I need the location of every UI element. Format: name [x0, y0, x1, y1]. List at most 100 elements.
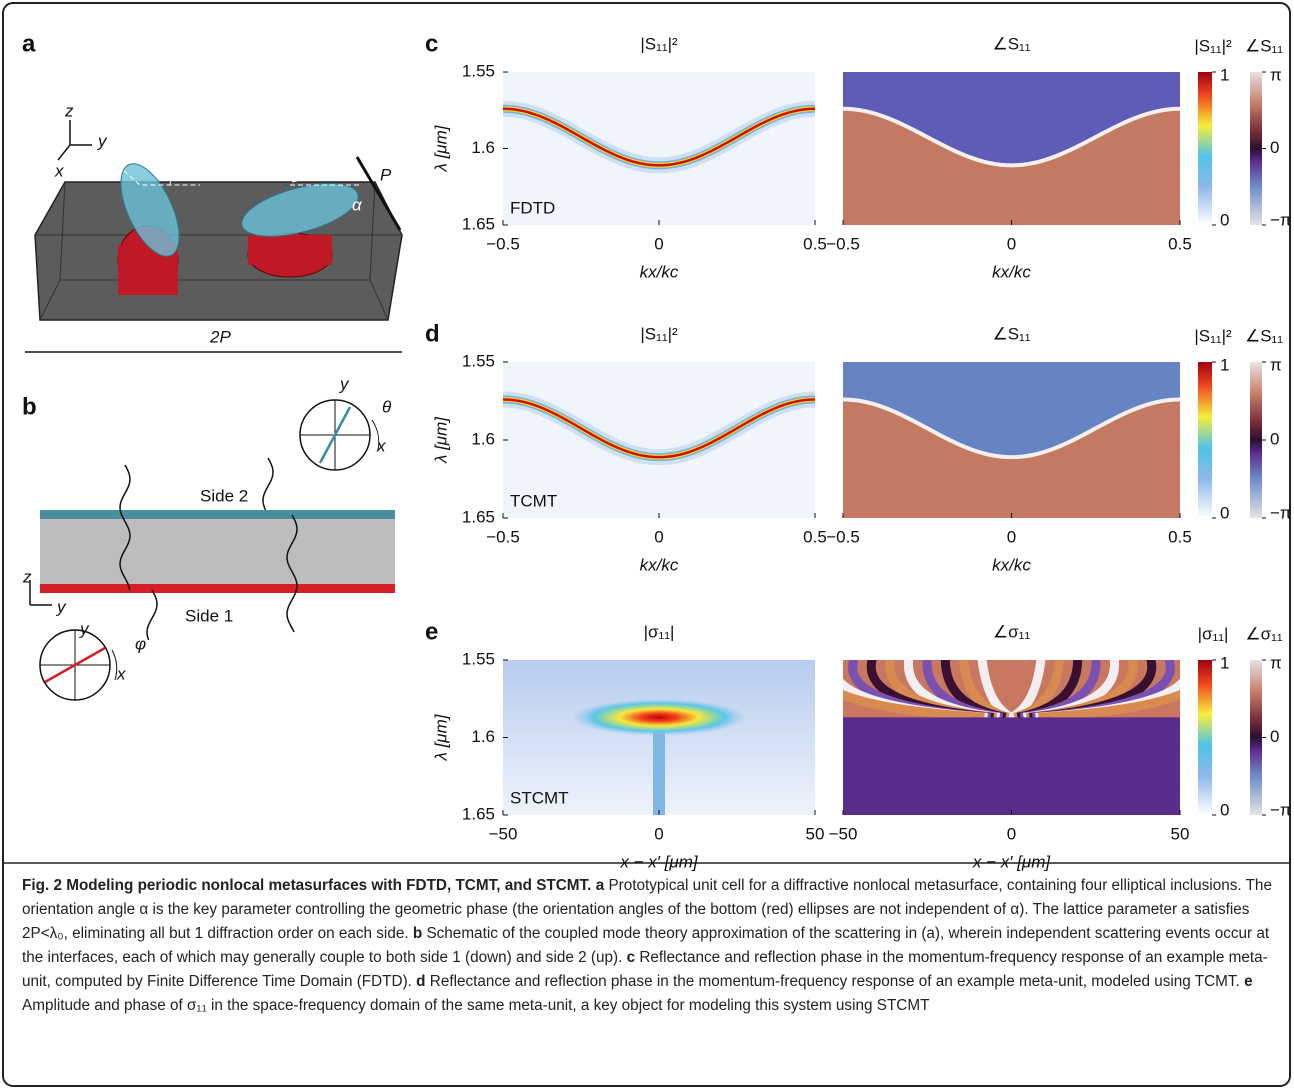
x-axis-label: x − x′ [μm]: [972, 852, 1051, 871]
slab: [40, 519, 395, 584]
axis-label: y: [339, 374, 350, 393]
axis-label: x: [376, 436, 386, 455]
wave: [146, 589, 158, 641]
colorbar-tick-label: 1: [1220, 653, 1229, 672]
axes-glyph: [57, 120, 92, 161]
x-tick-label: 0: [654, 234, 663, 253]
phase-map: [843, 660, 1180, 815]
period-arrow: [355, 156, 402, 231]
colorbar-tick-label: 0: [1270, 138, 1279, 157]
y-tick-label: 1.65: [462, 214, 495, 233]
period-label: P: [380, 165, 392, 184]
cyan-inclusion: [241, 183, 359, 237]
side-label: Side 1: [185, 606, 233, 625]
wave: [286, 514, 298, 633]
colorbar-tick-label: π: [1270, 65, 1282, 84]
subplot-title: ∠σ₁₁: [993, 622, 1030, 641]
phase-colorbar: [1250, 362, 1262, 518]
phase-colorbar: [1250, 660, 1262, 815]
x-tick-label: 0.5: [1168, 527, 1192, 546]
subplot-title: ∠S₁₁: [992, 34, 1030, 53]
colorbar-tick-label: −π: [1270, 800, 1292, 819]
x-axis-label: kx/kc: [992, 262, 1031, 281]
x-tick-label: −0.5: [486, 527, 520, 546]
angle-guide: [290, 169, 360, 186]
y-axis-label: λ [μm]: [431, 713, 450, 761]
phase-fringe: [843, 689, 985, 722]
caption-text: Prototypical unit cell for a diffractive…: [22, 877, 1272, 942]
angle-label: θ: [382, 397, 392, 416]
map-background: [503, 362, 815, 518]
y-tick-label: 1.55: [462, 649, 495, 668]
side-2-interface: [40, 510, 395, 519]
unit-cell: [25, 120, 403, 353]
x-axis-label: kx/kc: [992, 555, 1031, 574]
x-tick-label: 0.5: [803, 234, 827, 253]
angle-label: φ: [135, 634, 146, 653]
colorbar-tick-label: 0: [1220, 800, 1229, 819]
colorbar-title: ∠S₁₁: [1245, 36, 1283, 55]
cyan-inclusion: [120, 163, 180, 257]
caption-text: Schematic of the coupled mode theory app…: [22, 925, 1270, 966]
caption-panel-label: a: [595, 877, 605, 894]
x-tick-label: −50: [829, 824, 858, 843]
colorbar-title: |S₁₁|²: [1194, 326, 1232, 345]
tail: [653, 717, 665, 815]
angle-label: α: [352, 195, 363, 214]
x-tick-label: 0: [1007, 527, 1016, 546]
x-tick-label: 0: [654, 527, 663, 546]
side-1-interface: [40, 584, 395, 593]
subplot-title: |S₁₁|²: [640, 34, 678, 53]
phase-map: [843, 362, 1180, 518]
axes-glyph: [29, 580, 52, 606]
x-axis-label: kx/kc: [640, 262, 679, 281]
method-label: TCMT: [510, 491, 557, 510]
colorbar-title: ∠σ₁₁: [1245, 624, 1282, 643]
caption-panel-label: d: [416, 973, 426, 990]
colorbar-tick-label: π: [1270, 355, 1282, 374]
panel-label: b: [22, 393, 37, 420]
x-axis-label: x − x′ [μm]: [619, 852, 698, 871]
y-tick-label: 1.65: [462, 507, 495, 526]
colorbar-tick-label: −π: [1270, 210, 1292, 229]
caption-title: Fig. 2 Modeling periodic nonlocal metasu…: [22, 877, 592, 894]
angle-label: α + 90°: [205, 151, 260, 170]
y-tick-label: 1.6: [471, 727, 495, 746]
y-tick-label: 1.55: [462, 351, 495, 370]
axis-label: x: [54, 161, 64, 180]
rotation-arrow: [111, 649, 118, 681]
axis-label: z: [22, 567, 32, 586]
panel-label: e: [425, 618, 438, 645]
side-label: Side 2: [200, 486, 248, 505]
y-tick-label: 1.55: [462, 61, 495, 80]
resonance-band: [503, 107, 815, 167]
phase-region: [843, 717, 1180, 815]
caption-text: Amplitude and phase of σ₁₁ in the space-…: [22, 997, 930, 1014]
panel-label: a: [22, 30, 36, 57]
amplitude-map: [503, 72, 815, 225]
phase-colorbar: [1250, 72, 1262, 225]
colorbar-tick-label: 1: [1220, 65, 1229, 84]
subplot-title: ∠S₁₁: [992, 324, 1030, 343]
panel-label: c: [425, 30, 438, 57]
pol-vector: [44, 646, 106, 684]
width-label: 2P: [209, 327, 231, 346]
colorbar-tick-label: π: [1270, 653, 1282, 672]
x-tick-label: 50: [806, 824, 825, 843]
y-axis-label: λ [μm]: [431, 124, 450, 172]
colorbar-title: |S₁₁|²: [1194, 36, 1232, 55]
rotation-arrow: [371, 419, 380, 451]
colorbar-tick-label: 0: [1270, 429, 1279, 448]
amp-colorbar: [1198, 362, 1212, 518]
subplot-title: |S₁₁|²: [640, 324, 678, 343]
waves: [119, 457, 298, 641]
map-background: [503, 72, 815, 225]
x-tick-label: −0.5: [826, 234, 860, 253]
method-label: STCMT: [510, 788, 569, 807]
colorbar-tick-label: 0: [1270, 727, 1279, 746]
subplot-title: |σ₁₁|: [644, 622, 675, 641]
pol-vector: [318, 406, 352, 464]
phase-boundary: [843, 106, 1180, 168]
axis-label: x: [116, 664, 126, 683]
